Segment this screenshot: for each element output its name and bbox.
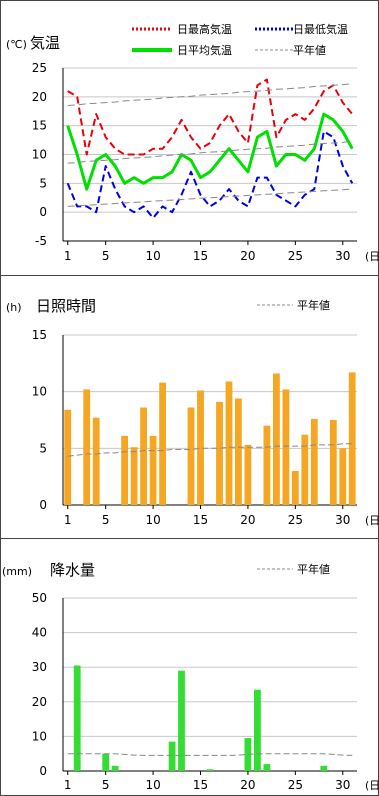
x-tick-label: 5 bbox=[102, 513, 110, 527]
x-tick-label: 25 bbox=[288, 513, 303, 527]
x-tick-label: 20 bbox=[240, 513, 255, 527]
chart-title: 日照時間 bbox=[36, 297, 96, 315]
chart-unit-label: (mm) bbox=[2, 565, 32, 578]
chart-unit-label: (h) bbox=[6, 301, 22, 314]
bar bbox=[83, 389, 91, 505]
bar bbox=[301, 434, 309, 505]
x-tick-label: 1 bbox=[64, 513, 72, 527]
legend-label: 平年値 bbox=[297, 298, 330, 312]
bar bbox=[92, 417, 100, 505]
bar bbox=[263, 425, 271, 505]
x-tick-label: 25 bbox=[288, 249, 303, 263]
x-tick-label: 15 bbox=[193, 778, 208, 792]
y-tick-label: 25 bbox=[32, 61, 47, 75]
y-tick-label: 10 bbox=[32, 385, 47, 399]
bar bbox=[235, 398, 242, 505]
x-tick-label: 10 bbox=[145, 513, 160, 527]
legend-label: 日平均気温 bbox=[177, 43, 232, 57]
x-tick-label: 30 bbox=[335, 778, 350, 792]
series-line bbox=[67, 188, 353, 207]
series-line bbox=[66, 112, 354, 191]
x-tick-label: 15 bbox=[193, 513, 208, 527]
y-tick-label: 30 bbox=[32, 660, 47, 674]
x-tick-label: 20 bbox=[240, 778, 255, 792]
bar bbox=[263, 764, 271, 771]
y-tick-label: 10 bbox=[32, 729, 47, 743]
x-tick-label: 10 bbox=[145, 778, 160, 792]
y-tick-label: 20 bbox=[32, 90, 47, 104]
bar bbox=[320, 765, 328, 771]
x-tick-label: 25 bbox=[288, 778, 303, 792]
x-tick-label: 5 bbox=[102, 778, 110, 792]
chart-title: 気温 bbox=[30, 34, 60, 52]
y-tick-label: -5 bbox=[35, 234, 47, 248]
x-tick-label: 30 bbox=[335, 249, 350, 263]
bar bbox=[282, 389, 290, 505]
legend-label: 平年値 bbox=[297, 562, 330, 576]
legend-label: 日最低気温 bbox=[293, 22, 348, 36]
bar bbox=[244, 444, 252, 505]
bar bbox=[149, 435, 157, 505]
bar bbox=[159, 382, 166, 505]
y-tick-label: 0 bbox=[39, 205, 47, 219]
x-tick-label: 15 bbox=[193, 249, 208, 263]
series-line bbox=[67, 140, 353, 164]
y-tick-label: 50 bbox=[32, 591, 47, 605]
x-tick-label: 20 bbox=[240, 249, 255, 263]
chart-unit-label: (℃) bbox=[6, 38, 27, 51]
bar bbox=[73, 665, 81, 771]
y-tick-label: 20 bbox=[32, 695, 47, 709]
bar bbox=[225, 381, 233, 505]
legend-label: 日最高気温 bbox=[177, 22, 232, 36]
y-tick-label: 0 bbox=[39, 764, 47, 778]
normal-line bbox=[67, 443, 353, 457]
bar bbox=[206, 769, 214, 771]
series-line bbox=[67, 78, 354, 156]
x-tick-label: 30 bbox=[335, 513, 350, 527]
y-tick-label: 5 bbox=[39, 176, 47, 190]
bar bbox=[339, 448, 347, 505]
y-tick-label: 40 bbox=[32, 626, 47, 640]
bar bbox=[178, 670, 185, 771]
bar bbox=[111, 765, 119, 771]
x-tick-label: 1 bbox=[64, 249, 72, 263]
bar bbox=[216, 401, 223, 505]
x-unit-label: (日) bbox=[365, 514, 379, 527]
y-tick-label: 5 bbox=[39, 441, 47, 455]
series-line bbox=[66, 130, 354, 219]
bar bbox=[329, 420, 337, 505]
bar bbox=[140, 407, 147, 505]
bar bbox=[197, 390, 204, 505]
y-tick-label: 0 bbox=[39, 498, 47, 512]
bar bbox=[168, 741, 176, 771]
y-tick-label: 10 bbox=[32, 148, 47, 162]
bar bbox=[64, 409, 72, 505]
bar bbox=[273, 373, 280, 505]
chart-title: 降水量 bbox=[50, 561, 95, 579]
bar bbox=[187, 407, 195, 505]
bar bbox=[348, 372, 356, 505]
y-tick-label: 15 bbox=[32, 328, 47, 342]
bar bbox=[254, 689, 261, 771]
bar bbox=[130, 447, 138, 505]
series-line bbox=[67, 83, 353, 106]
normal-line bbox=[67, 753, 353, 756]
legend-label: 平年値 bbox=[293, 43, 326, 57]
x-tick-label: 10 bbox=[145, 249, 160, 263]
bar bbox=[102, 753, 110, 771]
x-tick-label: 5 bbox=[102, 249, 110, 263]
x-tick-label: 1 bbox=[64, 778, 72, 792]
bar bbox=[291, 471, 299, 505]
x-unit-label: (日) bbox=[365, 250, 379, 263]
bar bbox=[310, 418, 318, 505]
bar bbox=[121, 435, 128, 505]
x-unit-label: (日) bbox=[365, 779, 379, 792]
y-tick-label: 15 bbox=[32, 119, 47, 133]
